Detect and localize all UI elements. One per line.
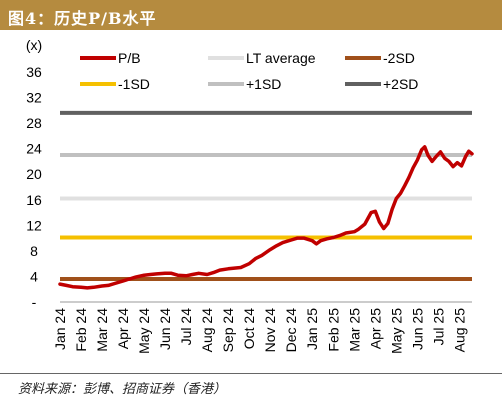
x-tick-label: Mar 25 bbox=[346, 308, 362, 352]
y-unit-label: (x) bbox=[26, 37, 42, 53]
y-tick-label: 4 bbox=[30, 268, 38, 284]
y-tick-label: 20 bbox=[26, 166, 42, 182]
legend-label: -1SD bbox=[118, 76, 150, 92]
y-tick-label: 16 bbox=[26, 192, 42, 208]
x-tick-label: May 25 bbox=[388, 308, 404, 354]
y-tick-label: 36 bbox=[26, 64, 42, 80]
title-bar: 图4：历史P/B水平 bbox=[0, 0, 502, 30]
x-tick-label: Feb 25 bbox=[325, 308, 341, 352]
legend-label: LT average bbox=[246, 50, 316, 66]
x-tick-label: Aug 25 bbox=[451, 308, 467, 353]
x-tick-label: Aug 24 bbox=[199, 308, 215, 353]
y-tick-label: 12 bbox=[26, 217, 42, 233]
legend-label: -2SD bbox=[383, 50, 415, 66]
x-tick-label: Mar 24 bbox=[94, 308, 110, 352]
x-tick-label: Jan 25 bbox=[304, 308, 320, 350]
series-line-pb bbox=[58, 145, 474, 290]
legend-label: P/B bbox=[118, 50, 141, 66]
x-tick-label: Nov 24 bbox=[262, 308, 278, 353]
y-tick-label: 24 bbox=[26, 141, 42, 157]
x-tick-label: Jan 24 bbox=[52, 308, 68, 350]
x-tick-label: Jul 25 bbox=[430, 308, 446, 346]
y-tick-label: - bbox=[32, 294, 37, 310]
x-tick-label: May 24 bbox=[136, 308, 152, 354]
x-tick-label: Feb 24 bbox=[73, 308, 89, 352]
x-tick-label: Apr 25 bbox=[367, 308, 383, 349]
y-tick-label: 8 bbox=[30, 243, 38, 259]
x-tick-label: Jun 25 bbox=[409, 308, 425, 350]
source-note: 资料来源：彭博、招商证券（香港） bbox=[18, 382, 227, 397]
legend-label: +1SD bbox=[246, 76, 281, 92]
x-tick-label: Apr 24 bbox=[115, 308, 131, 349]
y-tick-label: 32 bbox=[26, 90, 42, 106]
chart-title: 图4：历史P/B水平 bbox=[8, 9, 157, 28]
pb-chart: (x) - 4 8 12 16 20 24 28 32 36 Jan 24 Feb 24 Mar 24 Ap… bbox=[26, 37, 474, 354]
x-tick-label: Oct 24 bbox=[241, 308, 257, 349]
chart-area: (x) - 4 8 12 16 20 24 28 32 36 Jan 24 Feb 24 Mar 24 Ap… bbox=[0, 30, 502, 370]
legend-label: +2SD bbox=[383, 76, 418, 92]
x-tick-label: Sep 24 bbox=[220, 308, 236, 353]
source-divider bbox=[0, 373, 502, 374]
x-tick-label: Dec 24 bbox=[283, 308, 299, 353]
y-tick-label: 28 bbox=[26, 115, 42, 131]
x-tick-label: Jun 24 bbox=[157, 308, 173, 350]
x-tick-label: Jul 24 bbox=[178, 308, 194, 346]
